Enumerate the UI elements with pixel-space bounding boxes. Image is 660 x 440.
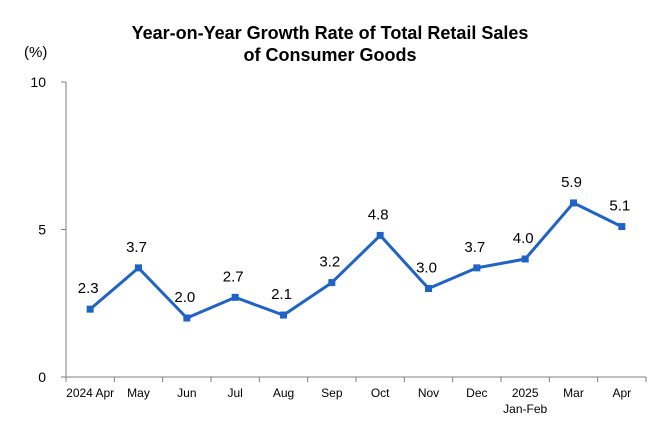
data-point <box>425 285 432 292</box>
chart-title: Year-on-Year Growth Rate of Total Retail… <box>0 22 660 66</box>
data-label: 2.7 <box>223 268 244 285</box>
x-tick-label: Aug <box>273 386 294 400</box>
data-label: 5.1 <box>609 198 630 215</box>
x-tick-label: Oct <box>371 386 390 400</box>
x-tick-label: Jan-Feb <box>503 402 547 416</box>
data-point <box>570 199 577 207</box>
x-tick-label: Jul <box>227 386 242 400</box>
y-tick-label: 5 <box>38 222 46 238</box>
data-label: 3.7 <box>126 239 147 256</box>
x-tick-label: 2024 Apr <box>66 386 114 400</box>
data-label: 2.0 <box>174 289 195 306</box>
data-point <box>280 311 287 319</box>
data-label: 3.0 <box>416 260 437 277</box>
data-point <box>86 305 94 313</box>
data-point <box>231 293 239 301</box>
data-label: 3.7 <box>464 239 485 256</box>
data-label: 4.0 <box>513 230 534 247</box>
data-label: 2.3 <box>78 280 99 297</box>
data-point <box>135 264 142 272</box>
x-tick-label: Apr <box>612 386 631 400</box>
y-tick-label: 0 <box>38 369 46 385</box>
data-point <box>521 255 529 263</box>
y-tick-label: 10 <box>30 74 46 90</box>
data-point <box>473 264 481 272</box>
data-label: 4.8 <box>368 206 389 223</box>
x-tick-label: Jun <box>177 386 196 400</box>
data-label: 2.1 <box>271 286 292 303</box>
x-tick-label: 2025 <box>512 386 539 400</box>
data-point <box>328 279 336 287</box>
x-tick-label: May <box>127 386 150 400</box>
data-point <box>618 223 626 231</box>
data-label: 3.2 <box>319 254 340 271</box>
y-unit-label: (%) <box>24 44 48 61</box>
data-point <box>183 314 191 322</box>
x-tick-label: Dec <box>466 386 487 400</box>
chart-title-line2: of Consumer Goods <box>243 45 417 65</box>
x-tick-label: Sep <box>321 386 343 400</box>
data-point <box>376 231 384 239</box>
data-label: 5.9 <box>561 174 582 191</box>
x-tick-label: Mar <box>563 386 584 400</box>
series-line <box>89 201 623 320</box>
chart-title-line1: Year-on-Year Growth Rate of Total Retail… <box>131 23 529 43</box>
x-tick-label: Nov <box>418 386 439 400</box>
